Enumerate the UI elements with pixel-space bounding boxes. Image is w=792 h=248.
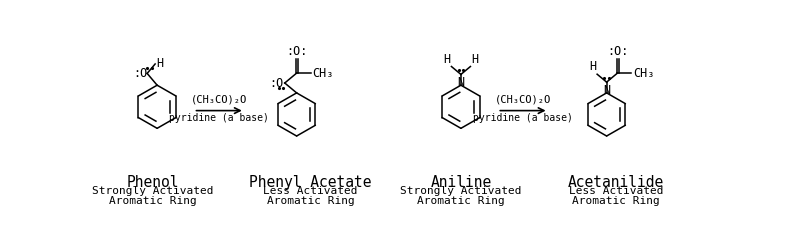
Text: Less Activated: Less Activated bbox=[569, 186, 663, 196]
Text: Aniline: Aniline bbox=[430, 175, 492, 189]
Text: pyridine (a base): pyridine (a base) bbox=[473, 113, 573, 123]
Text: Aromatic Ring: Aromatic Ring bbox=[109, 196, 197, 206]
Text: Strongly Activated: Strongly Activated bbox=[93, 186, 214, 196]
Text: :O:: :O: bbox=[607, 45, 629, 58]
Text: Phenyl Acetate: Phenyl Acetate bbox=[249, 175, 371, 189]
Text: CH₃: CH₃ bbox=[633, 67, 654, 80]
Text: pyridine (a base): pyridine (a base) bbox=[169, 113, 269, 123]
Text: N: N bbox=[457, 76, 464, 89]
Text: H: H bbox=[589, 61, 596, 73]
Text: CH₃: CH₃ bbox=[312, 67, 333, 80]
Text: Aromatic Ring: Aromatic Ring bbox=[417, 196, 505, 206]
Text: H: H bbox=[444, 53, 451, 66]
Text: :O:: :O: bbox=[287, 45, 308, 58]
Text: N: N bbox=[603, 84, 610, 97]
Text: (CH₃CO)₂O: (CH₃CO)₂O bbox=[495, 94, 551, 104]
Text: H: H bbox=[156, 58, 163, 70]
Text: Acetanilide: Acetanilide bbox=[568, 175, 664, 189]
Text: (CH₃CO)₂O: (CH₃CO)₂O bbox=[191, 94, 247, 104]
Text: Aromatic Ring: Aromatic Ring bbox=[572, 196, 660, 206]
Text: Phenol: Phenol bbox=[127, 175, 180, 189]
Text: Strongly Activated: Strongly Activated bbox=[400, 186, 522, 196]
Text: :O: :O bbox=[270, 76, 284, 90]
Text: Aromatic Ring: Aromatic Ring bbox=[267, 196, 355, 206]
Text: Less Activated: Less Activated bbox=[263, 186, 358, 196]
Text: H: H bbox=[471, 53, 478, 66]
Text: :O: :O bbox=[133, 67, 147, 80]
